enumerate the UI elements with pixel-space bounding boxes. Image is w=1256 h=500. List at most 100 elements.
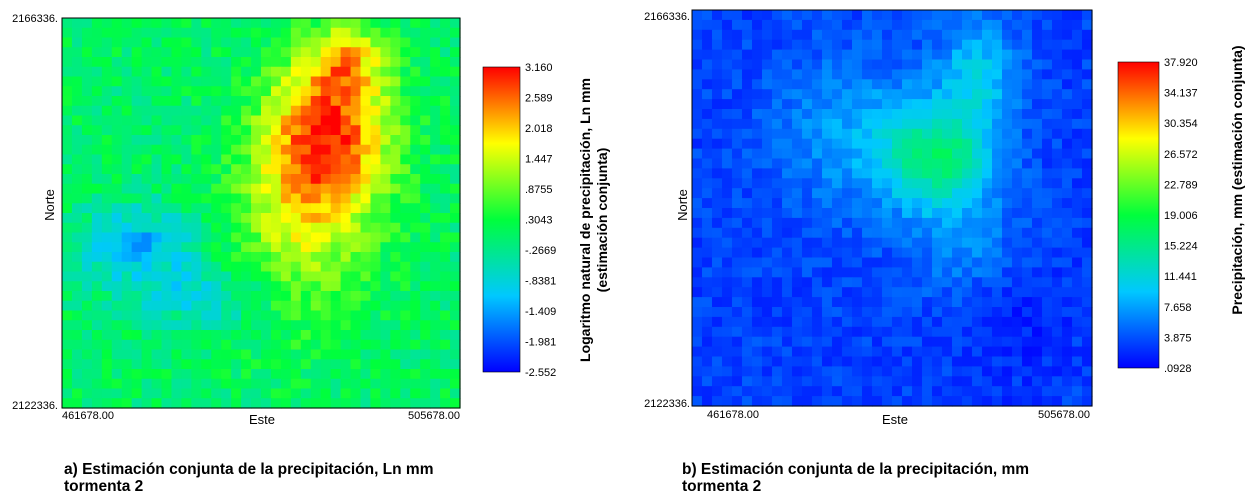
heatmap-cell (872, 237, 883, 249)
heatmap-cell (792, 148, 803, 160)
heatmap-cell (231, 86, 242, 97)
heatmap-cell (420, 378, 431, 390)
heatmap-cell (251, 398, 262, 409)
heatmap-cell (1002, 336, 1013, 348)
heatmap-cell (802, 138, 813, 150)
heatmap-cell (251, 105, 262, 117)
heatmap-cell (942, 237, 953, 249)
colorbar-tick-label: .0928 (1164, 363, 1192, 375)
heatmap-cell (141, 144, 153, 156)
heatmap-cell (261, 359, 272, 370)
heatmap-cell (842, 59, 853, 70)
heatmap-cell (992, 336, 1003, 348)
heatmap-cell (71, 359, 83, 370)
heatmap-cell (300, 252, 312, 263)
heatmap-cell (1052, 376, 1063, 387)
heatmap-cell (762, 29, 773, 41)
heatmap-cell (131, 115, 143, 126)
heatmap-cell (762, 307, 773, 318)
heatmap-cell (360, 57, 372, 68)
heatmap-cell (782, 257, 793, 268)
heatmap-cell (330, 300, 342, 312)
heatmap-cell (1032, 208, 1043, 219)
heatmap-cell (862, 19, 873, 31)
heatmap-cell (842, 99, 853, 110)
heatmap-cell (932, 188, 943, 199)
heatmap-cell (772, 247, 783, 259)
heatmap-cell (410, 135, 421, 146)
heatmap-cell (692, 158, 703, 169)
heatmap-cell (732, 178, 743, 189)
heatmap-cell (201, 66, 212, 78)
heatmap-cell (822, 69, 833, 80)
heatmap-cell (390, 164, 401, 175)
heatmap-cell (270, 359, 282, 370)
heatmap-cell (171, 261, 182, 273)
heatmap-cell (450, 388, 461, 399)
heatmap-cell (832, 227, 843, 239)
heatmap-cell (101, 37, 113, 48)
heatmap-cell (350, 164, 362, 175)
heatmap-cell (181, 76, 192, 87)
heatmap-cell (280, 47, 292, 58)
heatmap-cell (712, 168, 723, 179)
heatmap-cell (902, 89, 913, 100)
heatmap-cell (1052, 227, 1063, 239)
heatmap-cell (310, 369, 322, 380)
heatmap-cell (762, 148, 773, 160)
heatmap-cell (221, 154, 232, 165)
heatmap-cell (131, 291, 143, 302)
heatmap-cell (742, 386, 753, 397)
heatmap-cell (420, 96, 431, 107)
heatmap-cell (71, 330, 83, 341)
heatmap-cell (390, 115, 401, 126)
heatmap-cell (812, 356, 823, 367)
heatmap-cell (862, 227, 873, 239)
heatmap-cell (792, 297, 803, 308)
heatmap-cell (1082, 198, 1093, 209)
heatmap-cell (972, 247, 983, 259)
heatmap-cell (400, 76, 411, 87)
colorbar-tick-label: 3.160 (525, 62, 553, 74)
heatmap-cell (340, 359, 352, 370)
heatmap-cell (882, 376, 893, 387)
heatmap-cell (290, 135, 302, 146)
heatmap-cell (902, 168, 913, 179)
heatmap-cell (81, 320, 93, 331)
heatmap-cell (872, 297, 883, 308)
heatmap-cell (1022, 89, 1033, 100)
heatmap-cell (300, 339, 312, 351)
heatmap-cell (241, 281, 252, 292)
heatmap-cell (822, 148, 833, 160)
heatmap-cell (111, 125, 123, 136)
heatmap-cell (350, 18, 362, 29)
heatmap-cell (450, 183, 461, 195)
heatmap-cell (892, 366, 903, 377)
heatmap-cell (231, 183, 242, 195)
heatmap-cell (762, 158, 773, 169)
heatmap-cell (782, 99, 793, 110)
heatmap-cell (992, 287, 1003, 298)
heatmap-cell (450, 281, 461, 292)
heatmap-cell (702, 198, 713, 209)
heatmap-cell (922, 198, 933, 209)
heatmap-cell (982, 267, 993, 278)
heatmap-cell (972, 267, 983, 278)
heatmap-cell (280, 271, 292, 282)
heatmap-cell (161, 330, 173, 341)
heatmap-cell (812, 316, 823, 328)
heatmap-cell (932, 79, 943, 90)
heatmap-cell (772, 287, 783, 298)
heatmap-cell (181, 193, 192, 204)
heatmap-cell (430, 252, 441, 263)
heatmap-cell (340, 388, 352, 399)
heatmap-cell (440, 349, 451, 360)
heatmap-cell (290, 213, 302, 224)
heatmap-cell (340, 125, 352, 136)
heatmap-cell (702, 326, 713, 338)
heatmap-cell (712, 39, 723, 51)
heatmap-cell (912, 277, 923, 288)
heatmap-cell (1002, 376, 1013, 387)
heatmap-cell (712, 208, 723, 219)
heatmap-cell (832, 277, 843, 288)
